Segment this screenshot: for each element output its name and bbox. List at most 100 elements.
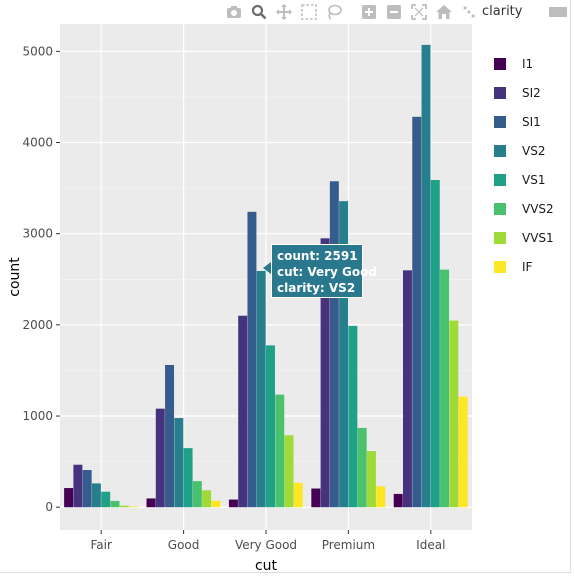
legend-item-vvs1[interactable]: VVS1 [494, 230, 554, 246]
legend-swatch [494, 203, 506, 215]
legend-label: SI2 [522, 86, 541, 100]
tooltip-clarity: clarity: VS2 [277, 281, 356, 295]
x-tick-label: Ideal [416, 538, 445, 552]
hover-tooltip: count: 2591 cut: Very Good clarity: VS2 [271, 244, 377, 298]
autoscale-icon[interactable] [409, 2, 429, 22]
x-tick-label: Premium [322, 538, 375, 552]
bar-premium-if[interactable] [376, 486, 386, 508]
y-axis-title: count [7, 257, 23, 297]
legend-label: VS1 [522, 173, 546, 187]
legend-label: VVS2 [522, 202, 554, 216]
bar-ideal-vvs2[interactable] [440, 269, 450, 508]
legend-title: clarity [482, 4, 523, 19]
bar-fair-si1[interactable] [82, 470, 92, 508]
legend-item-vs2[interactable]: VS2 [494, 143, 545, 159]
bar-fair-vs2[interactable] [91, 483, 101, 508]
x-axis-title: cut [255, 558, 278, 572]
x-tick-label: Very Good [235, 538, 297, 552]
x-tick-label: Fair [90, 538, 111, 552]
legend-label: VVS1 [522, 231, 554, 245]
bar-ideal-vs2[interactable] [421, 44, 431, 508]
legend-item-if[interactable]: IF [494, 259, 532, 275]
box-select-icon[interactable] [299, 2, 319, 22]
bar-very-good-si1[interactable] [247, 211, 257, 508]
bar-good-si1[interactable] [165, 364, 175, 508]
bar-ideal-si1[interactable] [412, 116, 422, 508]
bar-very-good-vvs2[interactable] [275, 394, 285, 508]
bar-ideal-i1[interactable] [393, 493, 403, 508]
legend-swatch [494, 87, 506, 99]
bar-good-if[interactable] [211, 500, 221, 508]
bar-very-good-si2[interactable] [238, 315, 248, 508]
bar-premium-vs1[interactable] [348, 325, 358, 508]
legend-item-vvs2[interactable]: VVS2 [494, 201, 554, 217]
x-tick-label: Good [168, 538, 200, 552]
legend-item-si2[interactable]: SI2 [494, 85, 541, 101]
y-tick-label: 4000 [22, 136, 53, 150]
tooltip-arrow [263, 262, 271, 274]
tooltip-count: count: 2591 [277, 249, 358, 263]
legend-item-si1[interactable]: SI1 [494, 114, 541, 130]
legend-label: SI1 [522, 115, 541, 129]
bar-premium-vvs2[interactable] [357, 427, 367, 508]
bar-ideal-if[interactable] [458, 396, 468, 508]
bar-good-vs1[interactable] [183, 448, 193, 508]
bar-very-good-vs1[interactable] [266, 345, 275, 508]
bar-premium-i1[interactable] [311, 488, 321, 508]
legend-swatch [494, 232, 506, 244]
y-tick-label: 1000 [22, 409, 53, 423]
legend-item-vs1[interactable]: VS1 [494, 172, 545, 188]
legend-item-i1[interactable]: I1 [494, 56, 533, 72]
pan-icon[interactable] [274, 2, 294, 22]
bar-good-vs2[interactable] [174, 418, 184, 508]
bar-fair-i1[interactable] [64, 488, 74, 508]
legend-label: IF [522, 260, 533, 274]
legend-swatch [494, 145, 506, 157]
lasso-icon[interactable] [324, 2, 344, 22]
bar-very-good-if[interactable] [293, 482, 303, 508]
y-axis-ticks: 0 1000 2000 3000 4000 5000 [22, 44, 60, 514]
legend-swatch [494, 261, 506, 273]
bar-ideal-si2[interactable] [402, 270, 412, 508]
x-axis-ticks: Fair Good Very Good Premium Ideal [90, 530, 445, 552]
bar-fair-vvs2[interactable] [110, 500, 120, 508]
zoom-in-icon[interactable] [359, 2, 379, 22]
bar-fair-vs1[interactable] [101, 491, 111, 508]
camera-icon[interactable] [224, 2, 244, 22]
y-tick-label: 0 [45, 500, 53, 514]
legend-label: I1 [522, 57, 534, 71]
reset-axes-icon[interactable] [434, 2, 454, 22]
bar-fair-si2[interactable] [73, 464, 83, 508]
y-tick-label: 2000 [22, 318, 53, 332]
tooltip-cut: cut: Very Good [277, 265, 377, 279]
y-tick-label: 5000 [22, 44, 53, 58]
bar-good-si2[interactable] [155, 408, 165, 508]
compare-hover-icon[interactable] [548, 2, 568, 22]
bar-ideal-vvs1[interactable] [449, 320, 459, 508]
bar-premium-vs2[interactable] [339, 201, 349, 508]
bar-good-i1[interactable] [146, 498, 156, 508]
legend-swatch [494, 58, 506, 70]
bar-premium-vvs1[interactable] [366, 451, 376, 508]
zoom-icon[interactable] [249, 2, 269, 22]
legend-label: VS2 [522, 144, 546, 158]
y-tick-label: 3000 [22, 227, 53, 241]
bar-very-good-vs2[interactable] [256, 270, 266, 508]
bar-fair-vvs1[interactable] [119, 505, 129, 508]
bar-premium-si1[interactable] [329, 181, 339, 508]
bar-ideal-vs1[interactable] [430, 179, 440, 508]
modebar [224, 2, 574, 22]
spike-lines-icon[interactable] [459, 2, 479, 22]
bar-fair-if[interactable] [129, 506, 138, 508]
bar-very-good-i1[interactable] [228, 499, 238, 508]
bar-good-vvs2[interactable] [192, 481, 202, 508]
legend-swatch [494, 116, 506, 128]
bars-group [64, 44, 468, 508]
zoom-out-icon[interactable] [384, 2, 404, 22]
legend-swatch [494, 174, 506, 186]
bar-premium-si2[interactable] [320, 238, 330, 508]
bar-very-good-vvs1[interactable] [284, 435, 294, 508]
bar-good-vvs1[interactable] [202, 490, 212, 508]
